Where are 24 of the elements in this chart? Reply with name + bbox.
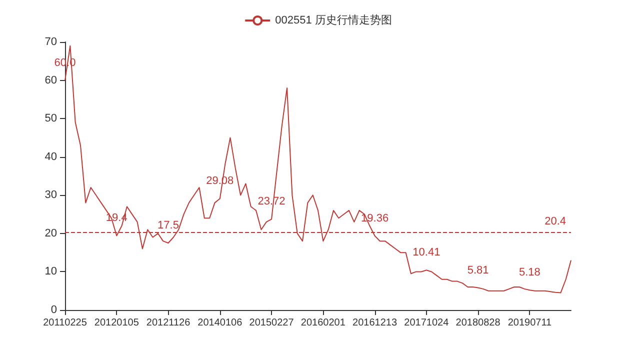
- y-tick-label: 40: [44, 150, 57, 163]
- x-tick-label: 20161213: [352, 318, 398, 328]
- y-tick-label: 30: [44, 189, 57, 202]
- x-tick-label: 20180828: [456, 318, 501, 328]
- x-tick-label: 20140106: [198, 318, 243, 328]
- x-tick-label: 20160201: [300, 318, 346, 328]
- data-label: 10.41: [412, 246, 440, 259]
- y-tick-label: 50: [44, 112, 57, 125]
- x-tick-label: 20110225: [43, 318, 88, 328]
- y-tick-label: 10: [44, 266, 57, 278]
- x-tick-label: 20171024: [404, 318, 450, 328]
- x-tick-label: 20150227: [249, 318, 294, 328]
- y-tick-label: 0: [50, 304, 57, 316]
- x-tick-label: 20121126: [146, 318, 191, 328]
- data-label: 5.81: [467, 264, 489, 276]
- y-tick-label: 20: [44, 227, 57, 240]
- data-label: 5.18: [518, 266, 540, 279]
- y-tick-label: 60: [44, 74, 57, 86]
- x-tick-label: 20190711: [508, 318, 552, 328]
- ref-line-label: 20.4: [544, 215, 566, 228]
- x-tick-label: 20120105: [94, 318, 140, 328]
- data-label: 17.5: [158, 220, 179, 232]
- legend-label: 002551 历史行情走势图: [275, 14, 392, 26]
- y-tick-label: 70: [44, 36, 57, 48]
